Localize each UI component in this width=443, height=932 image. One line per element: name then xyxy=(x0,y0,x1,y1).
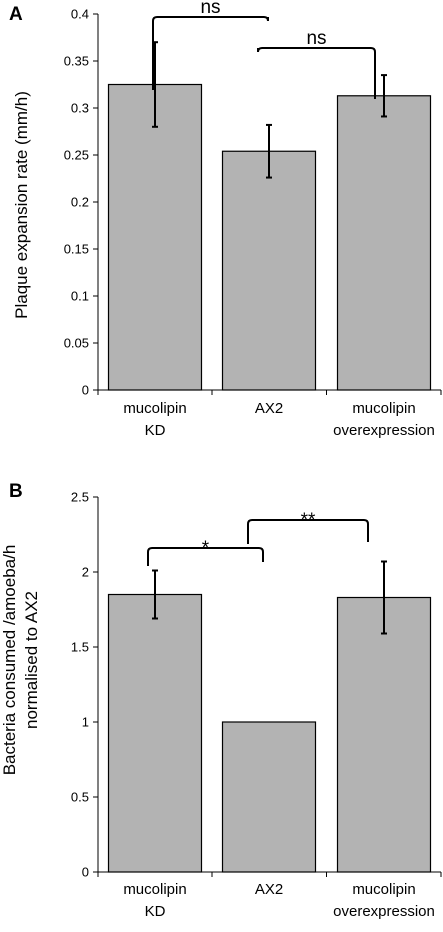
panel-b: B 0 0.5 1 1.5 2 2.5 mucolipin KD AX2 mucolipin over… xyxy=(0,481,442,920)
bar xyxy=(336,596,432,873)
y-tick-label: 0.5 xyxy=(71,790,89,805)
category-label-line: mucolipin xyxy=(352,400,415,417)
y-tick-label: 1.5 xyxy=(71,640,89,655)
panel-a: A 0 0.05 0.1 0.15 0.2 0.25 0.3 0.35 0.4 mucolipin K… xyxy=(9,0,442,439)
significance-bracket xyxy=(247,519,369,544)
significance-bracket xyxy=(257,47,376,99)
y-tick-label: 0.3 xyxy=(71,101,89,116)
y-tick-label: 0 xyxy=(82,865,89,880)
category-label: AX2 xyxy=(255,881,283,898)
y-tick-label: 0.05 xyxy=(64,336,89,351)
bar xyxy=(221,150,317,391)
category-label: mucolipin overexpression xyxy=(333,881,435,920)
category-label-line: overexpression xyxy=(333,903,435,920)
category-label-line: KD xyxy=(145,903,166,920)
y-tick-label: 1 xyxy=(82,715,89,730)
y-tick-label: 0.1 xyxy=(71,289,89,304)
y-tick-label: 0.15 xyxy=(64,242,89,257)
category-label: mucolipin KD xyxy=(123,400,186,439)
category-label-line: KD xyxy=(145,422,166,439)
significance-label: ns xyxy=(200,0,220,18)
significance-label: * xyxy=(202,538,210,559)
category-label-line: AX2 xyxy=(255,881,283,898)
y-tick-label: 0.4 xyxy=(71,7,89,22)
y-axis-label: Bacteria consumed /amoeba/h normalised to… xyxy=(0,545,41,776)
significance-bracket xyxy=(147,547,264,566)
significance-label: ** xyxy=(301,510,316,531)
y-tick-label: 0 xyxy=(82,383,89,398)
category-label-line: AX2 xyxy=(255,400,283,417)
y-axis-label-line: Plaque expansion rate (mm/h) xyxy=(12,91,31,319)
category-label-line: mucolipin xyxy=(123,881,186,898)
category-label-line: mucolipin xyxy=(352,881,415,898)
category-label: mucolipin overexpression xyxy=(333,400,435,439)
y-tick-label: 0.35 xyxy=(64,54,89,69)
significance-bracket xyxy=(152,16,269,90)
bar xyxy=(336,95,432,391)
panel-label: A xyxy=(9,4,23,25)
category-label-line: mucolipin xyxy=(123,400,186,417)
bar xyxy=(107,593,203,873)
y-tick-label: 0.25 xyxy=(64,148,89,163)
y-tick-label: 2 xyxy=(82,565,89,580)
bar xyxy=(107,83,203,391)
category-label: AX2 xyxy=(255,400,283,417)
category-label-line: overexpression xyxy=(333,422,435,439)
significance-label: ns xyxy=(306,28,326,49)
y-tick-label: 2.5 xyxy=(71,490,89,505)
y-axis-label-line: normalised to AX2 xyxy=(22,591,41,729)
category-label: mucolipin KD xyxy=(123,881,186,920)
y-tick-label: 0.2 xyxy=(71,195,89,210)
y-axis-label-line: Bacteria consumed /amoeba/h xyxy=(0,545,19,776)
y-axis-label: Plaque expansion rate (mm/h) xyxy=(12,91,31,319)
panel-label: B xyxy=(9,481,23,502)
bar xyxy=(221,721,317,873)
